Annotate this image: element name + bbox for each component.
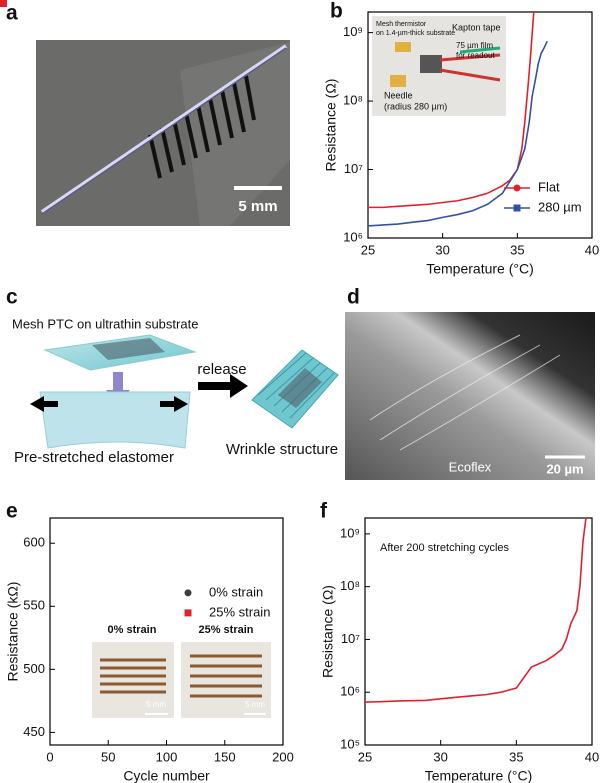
wire xyxy=(459,46,501,54)
y-tick-label: 10⁹ xyxy=(343,24,363,39)
inset-photo xyxy=(92,642,174,718)
thermistor xyxy=(420,55,442,73)
x-axis-label: Temperature (°C) xyxy=(426,261,534,277)
needle-shadow xyxy=(41,47,287,215)
mesh xyxy=(148,75,256,179)
annotation: 25% strain xyxy=(198,624,253,636)
plot-frame xyxy=(364,517,593,746)
annotation: Mesh thermistor xyxy=(376,21,427,28)
material-label: Ecoflex xyxy=(449,459,492,474)
sem-image xyxy=(345,312,595,480)
annotation: for readout xyxy=(456,51,495,60)
y-axis-label: Resistance (kΩ) xyxy=(5,582,21,682)
stretch-arrow xyxy=(160,396,188,412)
panel-label: a xyxy=(6,2,18,25)
annotation: After 200 stretching cycles xyxy=(380,542,510,554)
scale-bar-label: 20 µm xyxy=(546,461,583,476)
y-tick-label: 10⁹ xyxy=(340,525,360,540)
legend-marker xyxy=(184,589,192,597)
data-point xyxy=(0,0,4,4)
film xyxy=(180,42,290,226)
y-tick-label: 10⁸ xyxy=(340,578,360,593)
elastomer xyxy=(39,391,191,449)
legend-marker xyxy=(513,204,521,212)
legend-label: 25% strain xyxy=(209,604,270,619)
caption: Pre-stretched elastomer xyxy=(14,449,174,466)
mesh xyxy=(278,368,322,408)
y-tick-label: 10⁷ xyxy=(341,631,360,646)
x-tick-label: 25 xyxy=(358,749,372,764)
x-tick-label: 30 xyxy=(435,242,449,257)
legend-label: 280 µm xyxy=(538,199,582,214)
arrow-label: release xyxy=(197,361,246,378)
y-axis-label: Resistance (Ω) xyxy=(323,79,339,172)
release-arrow xyxy=(198,374,248,398)
x-tick-label: 30 xyxy=(433,749,447,764)
y-tick-label: 550 xyxy=(23,598,45,613)
panel-label: f xyxy=(320,500,328,523)
y-tick-label: 450 xyxy=(23,724,45,739)
annotation: 0% strain xyxy=(108,624,157,636)
sem-wrinkles xyxy=(369,334,561,451)
annotation: on 1.4-µm-thick substrate xyxy=(376,30,455,37)
data-point xyxy=(0,0,7,7)
x-tick-label: 50 xyxy=(101,749,115,764)
x-tick-label: 0 xyxy=(46,749,53,764)
y-axis-label: Resistance (Ω) xyxy=(320,585,336,678)
x-tick-label: 40 xyxy=(585,242,599,257)
x-axis-label: Temperature (°C) xyxy=(425,768,533,783)
x-tick-label: 25 xyxy=(361,242,375,257)
series-line xyxy=(367,40,548,227)
plot-frame xyxy=(367,11,593,239)
legend-marker xyxy=(513,184,521,192)
mesh xyxy=(92,338,165,360)
x-axis-label: Cycle number xyxy=(123,768,210,783)
legend-label: Flat xyxy=(538,179,560,194)
stretch-arrow xyxy=(30,396,58,412)
annotation: Needle xyxy=(384,90,413,100)
arrow-shaft xyxy=(113,372,123,390)
diagram-title: Mesh PTC on ultrathin substrate xyxy=(12,316,198,331)
y-tick-label: 10⁵ xyxy=(340,736,360,751)
series-group xyxy=(364,517,587,703)
caption: Wrinkle structure xyxy=(226,441,338,458)
annotation: (radius 280 µm) xyxy=(384,101,447,111)
annotation: 75 µm film xyxy=(456,41,493,50)
needle xyxy=(40,44,288,214)
series-line xyxy=(364,517,587,703)
inset-mesh xyxy=(100,654,262,698)
panel-label: b xyxy=(330,0,343,23)
panel-label: c xyxy=(6,286,18,309)
x-tick-label: 35 xyxy=(510,242,524,257)
y-tick-label: 10⁶ xyxy=(343,229,363,244)
y-tick-label: 10⁸ xyxy=(343,93,363,108)
y-tick-label: 10⁶ xyxy=(340,684,360,699)
legend-label: 0% strain xyxy=(209,584,263,599)
y-tick-label: 500 xyxy=(23,661,45,676)
panel-label: e xyxy=(6,500,18,523)
x-tick-label: 100 xyxy=(156,749,178,764)
x-tick-label: 35 xyxy=(509,749,523,764)
series-line xyxy=(368,11,535,209)
panel-label: d xyxy=(347,286,360,309)
kapton xyxy=(390,75,406,87)
y-tick-label: 600 xyxy=(23,535,45,550)
y-tick-label: 10⁷ xyxy=(344,161,363,176)
scale-bar-label: 5 mm xyxy=(238,198,277,215)
series-group xyxy=(367,11,548,227)
x-tick-label: 200 xyxy=(272,749,294,764)
wires xyxy=(439,53,501,82)
legend-marker xyxy=(184,609,192,617)
annotation: Kapton tape xyxy=(452,22,501,32)
x-tick-label: 150 xyxy=(214,749,236,764)
x-tick-label: 40 xyxy=(585,749,599,764)
annotation: 5 mm xyxy=(245,700,265,709)
kapton xyxy=(395,42,411,52)
annotation: 5 mm xyxy=(146,700,166,709)
